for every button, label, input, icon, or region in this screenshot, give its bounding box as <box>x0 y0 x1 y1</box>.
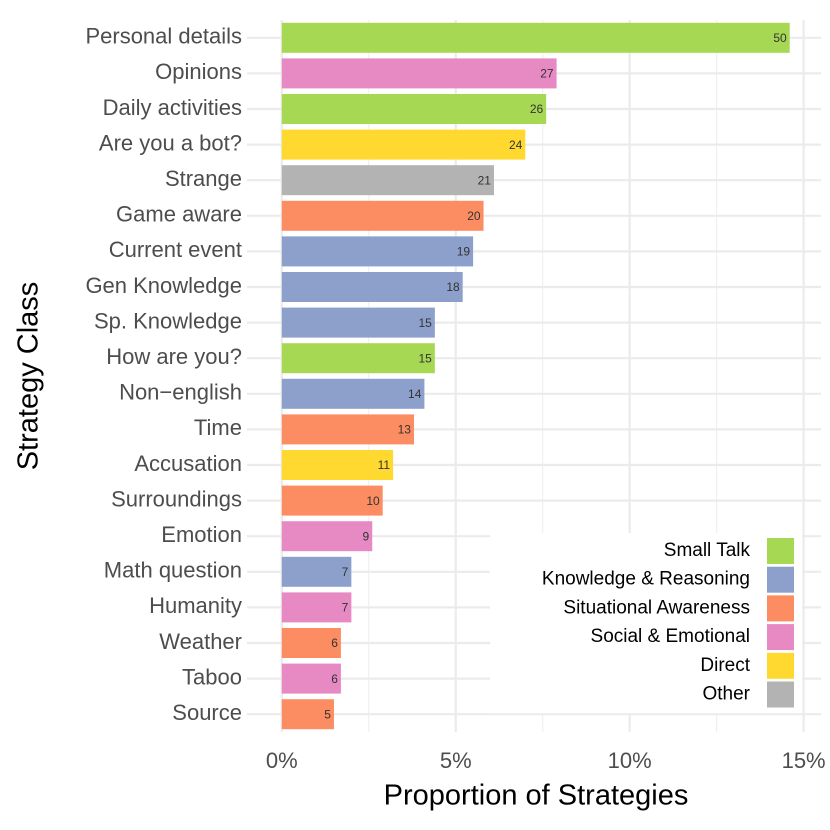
legend-swatch <box>767 624 794 651</box>
count-label: 19 <box>457 245 471 259</box>
y-tick-label: Gen Knowledge <box>85 273 242 298</box>
legend-swatch <box>767 538 794 564</box>
y-tick-label: Humanity <box>149 593 242 618</box>
bar <box>281 628 341 658</box>
y-tick-label: Time <box>194 415 242 440</box>
y-tick-label: Game aware <box>116 202 242 227</box>
bar <box>281 58 557 89</box>
count-label: 18 <box>446 280 460 294</box>
bar <box>281 236 474 267</box>
bar <box>281 165 494 196</box>
legend-label: Knowledge & Reasoning <box>542 569 750 590</box>
y-axis-title: Strategy Class <box>13 282 45 471</box>
count-label: 13 <box>398 423 412 437</box>
bar <box>281 272 463 302</box>
y-tick-label: Non−english <box>119 380 242 405</box>
x-tick-label: 10% <box>608 748 652 773</box>
count-label: 20 <box>467 209 481 223</box>
legend-background <box>490 533 802 714</box>
bar <box>281 450 394 480</box>
count-label: 27 <box>540 67 554 81</box>
legend-label: Situational Awareness <box>563 597 750 618</box>
legend-swatch <box>767 595 794 622</box>
legend: Small Talk Knowledge & Reasoning Situation… <box>490 533 802 714</box>
count-label: 7 <box>342 565 349 579</box>
legend-swatch <box>767 681 794 708</box>
y-tick-label: Strange <box>165 166 242 191</box>
bar <box>281 307 435 338</box>
bar <box>281 378 425 409</box>
bar <box>281 22 790 53</box>
bar <box>281 592 352 623</box>
bar <box>281 414 414 445</box>
count-label: 5 <box>324 707 331 721</box>
x-tick-label: 15% <box>782 748 826 773</box>
legend-swatch <box>767 566 794 593</box>
bar <box>281 200 484 231</box>
bar <box>281 94 547 124</box>
y-tick-label: Current event <box>109 237 242 262</box>
count-label: 9 <box>363 529 370 543</box>
bar <box>281 129 526 160</box>
count-label: 11 <box>378 458 391 472</box>
legend-label: Other <box>702 684 750 705</box>
count-label: 15 <box>418 351 432 365</box>
bar <box>281 485 383 516</box>
count-label: 6 <box>331 636 338 650</box>
count-label: 14 <box>408 387 422 401</box>
bar <box>281 663 341 694</box>
bar <box>281 556 352 587</box>
legend-label: Direct <box>700 655 750 676</box>
count-label: 10 <box>366 494 380 508</box>
y-tick-label: Emotion <box>161 522 242 547</box>
x-tick-label: 0% <box>266 748 298 773</box>
y-tick-label: Sp. Knowledge <box>94 308 242 333</box>
bar <box>281 343 435 374</box>
count-label: 7 <box>342 601 349 615</box>
y-tick-label: How are you? <box>106 344 242 369</box>
y-tick-label: Accusation <box>134 451 242 476</box>
y-tick-label: Daily activities <box>103 95 242 120</box>
x-axis-title: Proportion of Strategies <box>384 780 689 812</box>
count-label: 26 <box>530 102 544 116</box>
x-tick-label: 5% <box>440 748 472 773</box>
count-label: 6 <box>331 672 338 686</box>
y-tick-label: Opinions <box>155 59 242 84</box>
count-label: 15 <box>418 316 432 330</box>
count-label: 24 <box>509 138 523 152</box>
y-tick-label: Are you a bot? <box>99 130 242 155</box>
y-tick-label: Weather <box>159 629 242 654</box>
y-tick-label: Surroundings <box>111 486 242 511</box>
bar <box>281 521 373 552</box>
y-tick-label: Personal details <box>85 24 242 49</box>
bar <box>281 699 334 730</box>
count-label: 50 <box>773 31 787 45</box>
legend-swatch <box>767 652 794 679</box>
y-tick-label: Source <box>172 700 242 725</box>
y-tick-label: Math question <box>104 558 242 583</box>
count-label: 21 <box>478 173 492 187</box>
legend-label: Small Talk <box>664 540 751 561</box>
legend-label: Social & Emotional <box>591 626 750 647</box>
y-tick-label: Taboo <box>182 664 242 689</box>
